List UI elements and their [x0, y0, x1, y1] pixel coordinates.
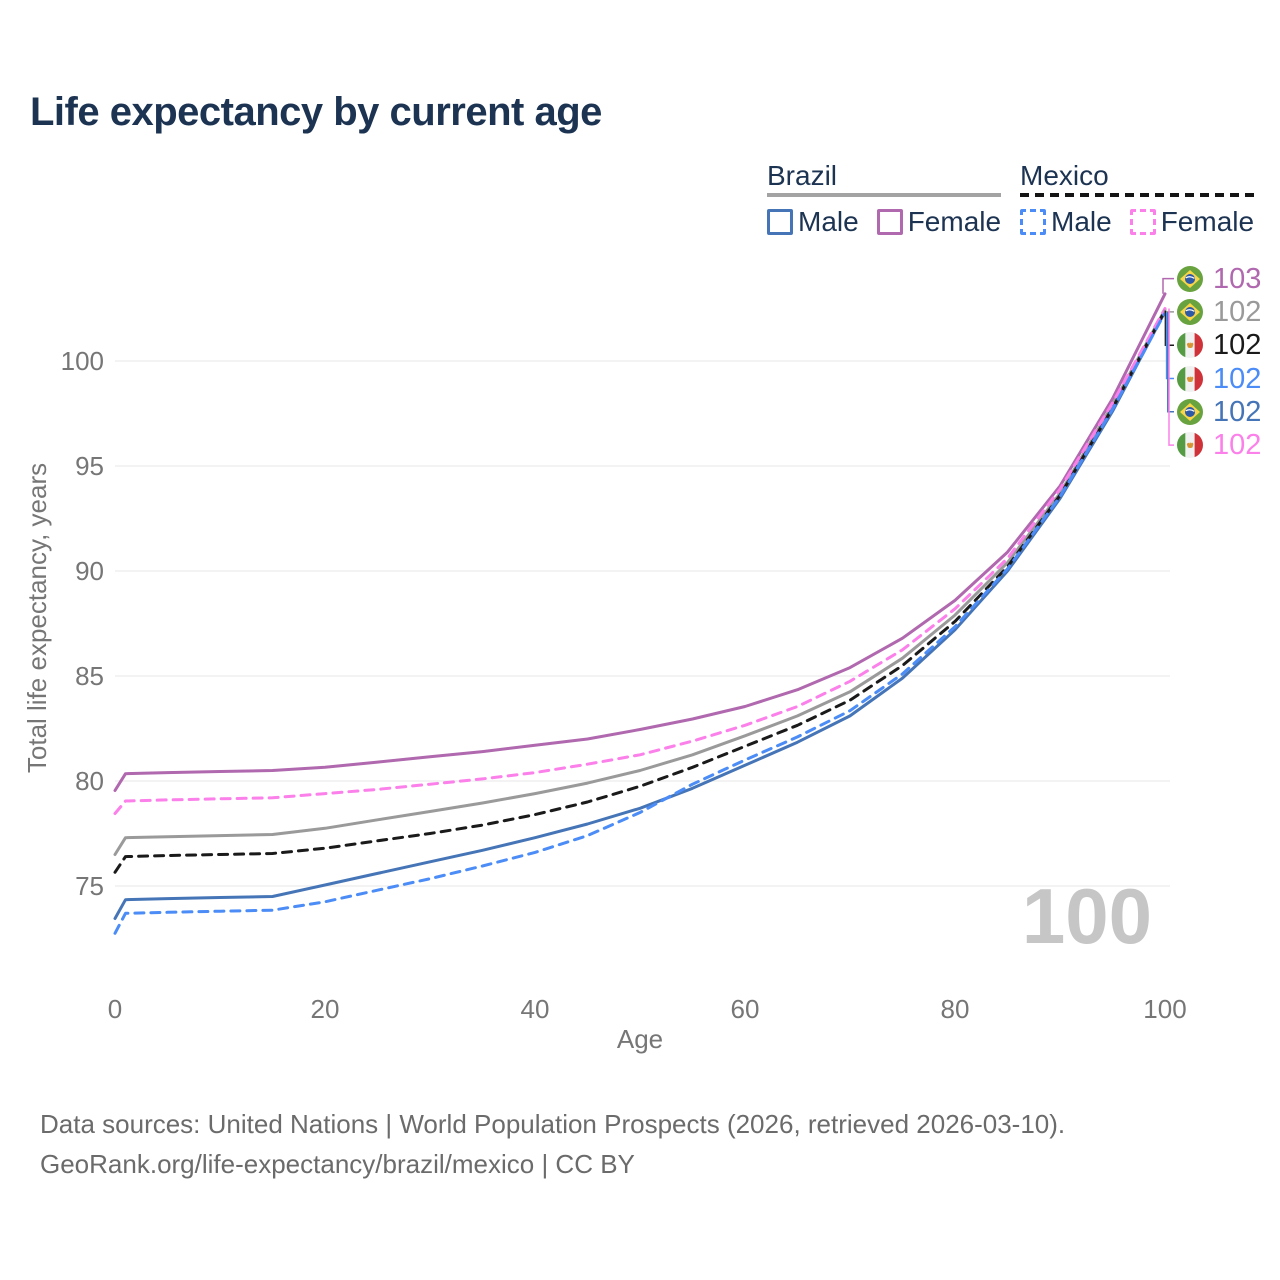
- y-tick-label: 85: [75, 661, 104, 691]
- legend-item-brazil-male[interactable]: Male: [767, 206, 859, 238]
- legend-item-label: Female: [1160, 206, 1255, 237]
- legend-item-label: Female: [907, 206, 1002, 237]
- series-line-brazil-female: [113, 292, 1167, 792]
- end-label-row: 102: [1176, 430, 1261, 460]
- legend-item-mexico-female[interactable]: Female: [1129, 206, 1255, 238]
- leader-line-group: [1162, 277, 1174, 446]
- leader-line: [1168, 308, 1174, 446]
- legend-items-mexico: Male Female: [1020, 206, 1254, 238]
- brazil-flag-icon: [1177, 265, 1203, 292]
- end-label-row: 102: [1176, 364, 1261, 394]
- age-counter-watermark: 100: [1022, 872, 1152, 960]
- footer-source-line1: Data sources: United Nations | World Pop…: [40, 1109, 1066, 1139]
- y-tick-label: 80: [75, 766, 104, 796]
- legend-underline-mexico-dashed-line: [1020, 193, 1255, 197]
- end-label-row: 102: [1176, 397, 1261, 427]
- brazil-flag-icon: [1177, 398, 1203, 425]
- end-label-row: 102: [1176, 297, 1261, 327]
- mexico-flag-icon: [1177, 332, 1203, 359]
- legend-item-mexico-male[interactable]: Male: [1020, 206, 1112, 238]
- mexico-flag-icon: [1177, 432, 1203, 459]
- legend-swatch-mexico-female-icon: [1129, 209, 1156, 235]
- page-title: Life expectancy by current age: [30, 90, 602, 134]
- legend-item-label: Male: [1051, 206, 1112, 237]
- series-line-brazil-male: [113, 310, 1167, 920]
- footer-source-line2: GeoRank.org/life-expectancy/brazil/mexic…: [40, 1149, 635, 1179]
- leader-line: [1163, 309, 1174, 313]
- mexico-flag-icon: [1177, 365, 1203, 392]
- legend-swatch-brazil-male-icon: [767, 209, 793, 235]
- legend-group-brazil: Brazil Male Female: [767, 160, 1002, 238]
- y-tick-label: 75: [75, 871, 104, 901]
- brazil-flag-icon: [1177, 298, 1203, 325]
- series-line-mexico-male: [113, 311, 1167, 935]
- end-label-value: 102: [1213, 429, 1262, 462]
- x-tick-label: 100: [1143, 994, 1186, 1024]
- end-label-row: 102: [1176, 330, 1261, 360]
- y-tick-label: 95: [75, 451, 104, 481]
- x-tick-label: 20: [311, 994, 340, 1024]
- series-line-brazil-total: [113, 308, 1167, 856]
- footer-source: Data sources: United Nations | World Pop…: [40, 1104, 1065, 1184]
- x-tick-label: 0: [108, 994, 122, 1024]
- legend-swatch-brazil-female-icon: [876, 209, 903, 235]
- end-label-value: 102: [1213, 295, 1262, 328]
- legend-swatch-mexico-male-icon: [1020, 209, 1046, 235]
- legend-item-label: Male: [798, 206, 859, 237]
- series-line-mexico-female: [113, 307, 1167, 815]
- series-line-mexico-total: [113, 309, 1167, 874]
- leader-line: [1165, 312, 1174, 380]
- end-label-value: 102: [1213, 329, 1262, 362]
- legend-items-brazil: Male Female: [767, 206, 1001, 238]
- y-tick-label: 90: [75, 556, 104, 586]
- series-group: [113, 292, 1167, 935]
- legend-underline-brazil-solid-line: [767, 193, 1002, 197]
- gridline-group: 75 80 85 90 95 100 0 20 40 60 80 100: [61, 346, 1187, 1024]
- legend-item-brazil-female[interactable]: Female: [876, 206, 1002, 238]
- end-label-value: 102: [1213, 395, 1262, 428]
- legend-group-label-mexico: Mexico: [1020, 160, 1109, 191]
- leader-line: [1162, 277, 1174, 294]
- x-tick-label: 80: [941, 994, 970, 1024]
- legend-group-label-brazil: Brazil: [767, 160, 838, 191]
- leader-line: [1167, 311, 1174, 413]
- x-tick-label: 60: [731, 994, 760, 1024]
- end-label-row: 103: [1176, 264, 1261, 294]
- y-tick-label: 100: [61, 346, 104, 376]
- end-label-value: 103: [1213, 262, 1262, 295]
- y-axis-title: Total life expectancy, years: [22, 463, 52, 773]
- legend-group-mexico: Mexico Male Female: [1020, 160, 1255, 238]
- leader-line: [1164, 310, 1174, 346]
- end-label-value: 102: [1213, 362, 1262, 395]
- x-axis-title: Age: [617, 1024, 663, 1054]
- x-tick-label: 40: [521, 994, 550, 1024]
